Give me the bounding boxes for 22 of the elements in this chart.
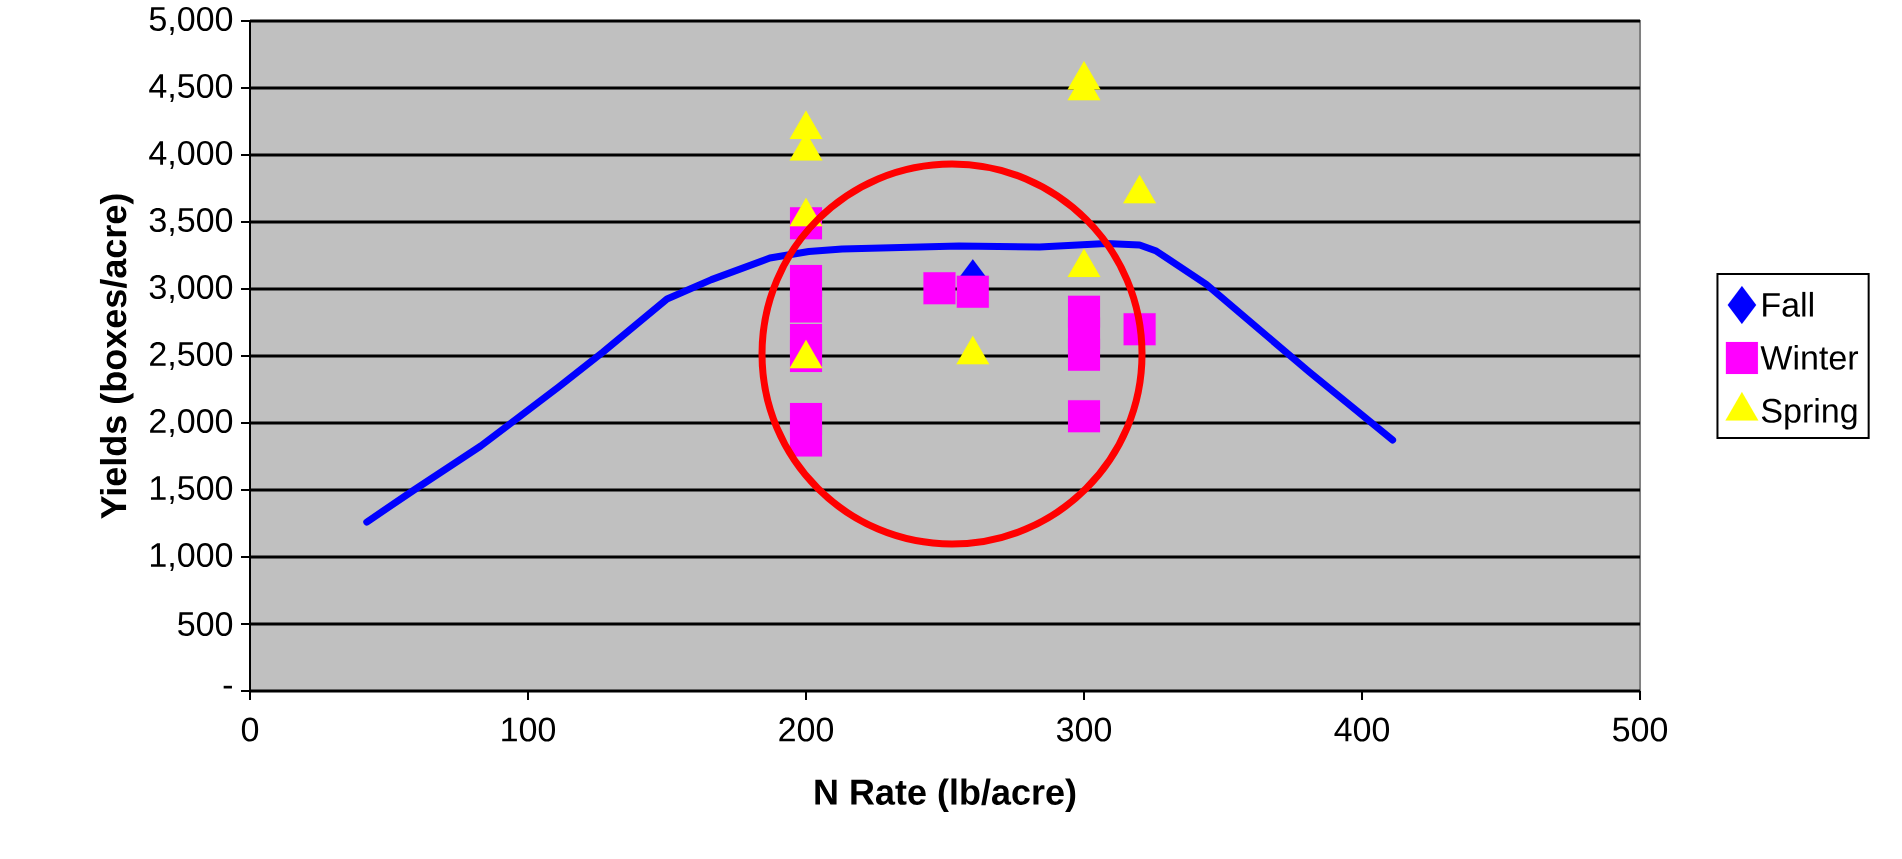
x-axis-title: N Rate (lb/acre) — [815, 778, 1076, 813]
y-axis-title: Yields (boxes/acre) — [99, 194, 134, 519]
y-tick-label: 5,000 — [149, 6, 233, 36]
y-tick-label: 1,500 — [150, 475, 233, 505]
y-tick-label: 4,000 — [149, 140, 233, 170]
x-tick-label: 300 — [1056, 717, 1112, 742]
x-tick-label: 0 — [241, 717, 259, 742]
y-tick-label: 3,000 — [149, 274, 233, 304]
y-tick-label: - — [223, 685, 232, 689]
x-tick-label: 200 — [779, 717, 834, 742]
y-tick-label: 1,000 — [150, 542, 233, 572]
y-tick-label: 2,000 — [150, 408, 233, 438]
y-tick-label: 4,500 — [149, 73, 233, 103]
legend-label: Fall — [1763, 291, 1813, 317]
legend-label: Winter — [1760, 344, 1859, 370]
y-tick-label: 3,500 — [149, 207, 233, 237]
x-tick-label: 400 — [1334, 717, 1390, 742]
y-tick-label: 2,500 — [150, 341, 233, 371]
legend-label: Spring — [1761, 397, 1857, 430]
x-tick-label: 500 — [1613, 717, 1668, 742]
y-tick-label: 500 — [178, 611, 233, 637]
x-tick-label: 100 — [502, 717, 556, 742]
